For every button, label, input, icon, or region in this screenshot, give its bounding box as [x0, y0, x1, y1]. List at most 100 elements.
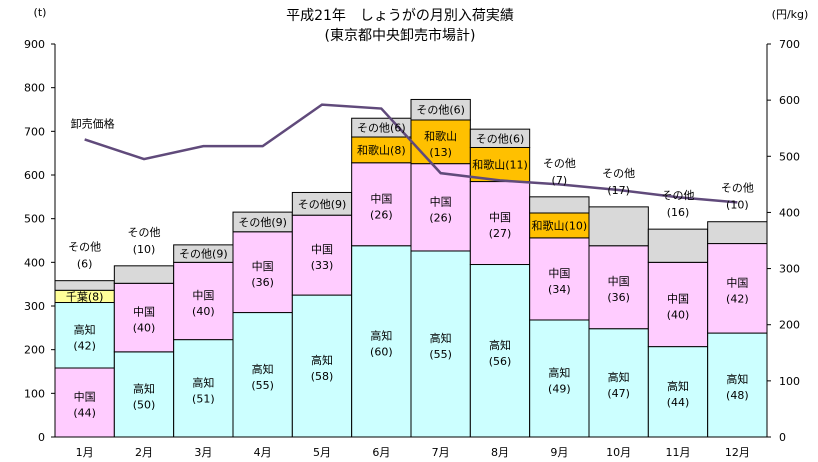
segment-label-kochi: 高知 — [608, 370, 630, 384]
segment-label-kochi: 高知 — [370, 328, 392, 342]
segment-pct-other-external: (7) — [552, 174, 568, 187]
left-tick-label: 300 — [24, 300, 45, 313]
x-tick-label: 1月 — [76, 446, 94, 459]
segment-label-china: 中国 — [74, 391, 96, 404]
segment-pct-wakayama: (13) — [429, 146, 452, 159]
segment-pct-china: (33) — [311, 259, 334, 272]
right-tick-label: 0 — [779, 431, 786, 444]
x-tick-label: 7月 — [432, 446, 450, 459]
segment-label-china: 中国 — [133, 306, 155, 319]
segment-pct-china: (40) — [133, 322, 156, 335]
segment-label-kochi: 高知 — [726, 372, 748, 386]
x-tick-label: 3月 — [194, 446, 212, 459]
segment-pct-other-external: (6) — [77, 258, 93, 271]
segment-label-kochi: 高知 — [74, 322, 96, 336]
bar-segment-kochi — [529, 319, 590, 438]
chart-subtitle: (東京都中央卸売市場計) — [325, 27, 476, 44]
bar-segment-other — [113, 265, 175, 284]
price-line — [84, 103, 738, 204]
bar-segment-other — [410, 98, 471, 121]
x-tick-label: 4月 — [254, 446, 272, 459]
segment-label-china: 中国 — [311, 243, 333, 256]
segment-label-other-external: その他 — [128, 226, 161, 239]
bar-segment-china — [469, 181, 531, 266]
bars-layer — [54, 98, 768, 438]
segment-pct-china: (27) — [489, 227, 512, 240]
right-tick-label: 100 — [779, 375, 800, 388]
bar-segment-wakayama — [351, 136, 412, 164]
bar-segment-kochi — [588, 328, 649, 438]
segment-pct-kochi: (49) — [548, 382, 571, 395]
segment-label-chiba: 千葉(8) — [66, 289, 104, 303]
bar-segment-china — [113, 282, 175, 353]
segment-pct-kochi: (60) — [370, 345, 393, 358]
bar-segment-wakayama — [469, 146, 531, 183]
segment-pct-kochi: (44) — [667, 396, 690, 409]
segment-label-kochi: 高知 — [489, 338, 511, 352]
bar-segment-kochi — [469, 264, 531, 438]
segment-label-china: 中国 — [252, 260, 274, 273]
left-tick-label: 500 — [24, 213, 45, 226]
segment-label-kochi: 高知 — [430, 331, 452, 345]
left-tick-label: 200 — [24, 344, 45, 357]
segment-pct-other-external: (10) — [726, 199, 749, 212]
bar-segment-china — [173, 261, 234, 341]
bar-segment-china — [529, 237, 590, 321]
bar-segment-kochi — [291, 294, 353, 438]
bar-segment-wakayama — [529, 212, 590, 239]
segment-pct-kochi: (42) — [73, 339, 96, 352]
segment-pct-china: (26) — [370, 208, 393, 221]
bar-segment-kochi — [54, 302, 115, 369]
left-tick-label: 0 — [38, 431, 45, 444]
segment-label-other: その他(6) — [357, 122, 406, 135]
segment-label-other-external: その他 — [662, 189, 695, 202]
left-tick-label: 100 — [24, 387, 45, 400]
price-line-layer: 卸売価格 — [71, 103, 738, 204]
segment-label-other: その他(9) — [179, 248, 228, 261]
segment-pct-china: (36) — [607, 291, 630, 304]
segment-label-kochi: 高知 — [548, 365, 570, 379]
segment-label-china: 中国 — [726, 276, 748, 289]
segment-label-kochi: 高知 — [192, 375, 214, 389]
segment-label-wakayama: 和歌山(11) — [472, 158, 528, 172]
bar-segment-china — [410, 163, 471, 252]
segment-pct-kochi: (56) — [489, 355, 512, 368]
segment-pct-kochi: (55) — [251, 379, 274, 392]
segment-pct-kochi: (55) — [429, 348, 452, 361]
bar-segment-other — [588, 206, 649, 247]
right-tick-label: 600 — [779, 94, 800, 107]
left-tick-label: 700 — [24, 125, 45, 138]
segment-label-kochi: 高知 — [311, 353, 333, 367]
labels-layer: 中国(44)高知(42)千葉(8)その他(6)高知(50)中国(40)その他(1… — [66, 104, 754, 420]
left-axis-unit: (t) — [34, 6, 47, 19]
segment-label-china: 中国 — [608, 275, 630, 288]
x-tick-label: 12月 — [725, 446, 750, 459]
bar-segment-china — [707, 243, 768, 334]
left-tick-label: 600 — [24, 169, 45, 182]
segment-pct-kochi: (48) — [726, 389, 749, 402]
left-tick-label: 800 — [24, 82, 45, 95]
segment-label-other: その他(9) — [238, 216, 287, 229]
chart-title: 平成21年 しょうがの月別入荷実績 — [286, 8, 514, 24]
segment-pct-other-external: (16) — [667, 206, 690, 219]
right-tick-label: 500 — [779, 150, 800, 163]
segment-pct-kochi: (47) — [607, 387, 630, 400]
segment-label-kochi: 高知 — [133, 381, 155, 395]
segment-label-wakayama: 和歌山(10) — [532, 218, 588, 232]
x-tick-label: 9月 — [550, 446, 568, 459]
bar-segment-kochi — [232, 312, 293, 438]
segment-pct-other-external: (10) — [133, 243, 156, 256]
segment-label-other: その他(6) — [476, 132, 525, 145]
segment-pct-china: (40) — [667, 308, 690, 321]
right-tick-label: 700 — [779, 38, 800, 51]
bar-segment-other — [707, 221, 768, 245]
segment-label-china: 中国 — [430, 195, 452, 208]
segment-label-other-external: その他 — [721, 182, 754, 195]
segment-label-other-external: その他 — [68, 241, 101, 254]
segment-label-other-external: その他 — [543, 157, 576, 170]
segment-pct-other-external: (17) — [607, 184, 630, 197]
segment-pct-kochi: (58) — [311, 370, 334, 383]
bar-segment-china — [232, 231, 293, 314]
x-tick-label: 6月 — [372, 446, 390, 459]
segment-pct-china: (34) — [548, 283, 571, 296]
